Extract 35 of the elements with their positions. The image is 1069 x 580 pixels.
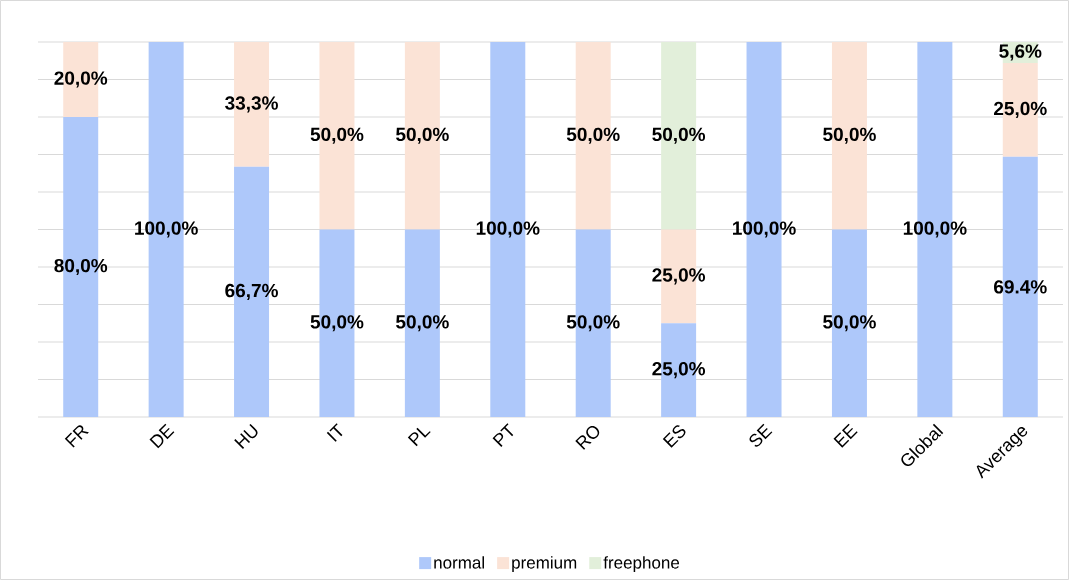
data-label: 100,0% bbox=[135, 221, 198, 238]
x-tick-label: ES bbox=[662, 425, 686, 448]
data-label: 50,0% bbox=[823, 315, 876, 332]
data-label: 25,0% bbox=[652, 268, 706, 285]
data-label: 50,0% bbox=[396, 315, 449, 332]
x-tick-label: PT bbox=[492, 423, 514, 447]
data-label: 50,0% bbox=[310, 315, 364, 332]
legend-label: freephone bbox=[603, 556, 680, 573]
data-label: 5,6% bbox=[999, 44, 1042, 61]
x-tick-label: EE bbox=[833, 423, 858, 448]
data-label: 100,0% bbox=[733, 221, 796, 238]
x-tick-label: SE bbox=[749, 423, 773, 447]
data-label: 50,0% bbox=[310, 127, 364, 144]
x-tick-label: PL bbox=[407, 427, 431, 447]
data-label: 50,0% bbox=[823, 127, 876, 144]
data-label: 100,0% bbox=[476, 221, 540, 238]
x-tick-label: IT bbox=[326, 423, 343, 442]
x-tick-label: FR bbox=[64, 425, 89, 448]
legend-label: normal bbox=[434, 556, 484, 569]
data-label: 33,3% bbox=[225, 96, 278, 113]
data-label: 66,7% bbox=[225, 283, 278, 301]
x-tick-label: RO bbox=[575, 425, 600, 450]
data-label: 69.4% bbox=[994, 280, 1047, 294]
data-label: 100,0% bbox=[903, 221, 967, 238]
legend-label: premium bbox=[512, 556, 577, 573]
data-label: 50,0% bbox=[566, 315, 620, 332]
data-label: 25,0% bbox=[652, 362, 706, 379]
data-label: 50,0% bbox=[566, 127, 620, 144]
data-label: 50,0% bbox=[396, 127, 449, 144]
data-label: 20,0% bbox=[54, 71, 108, 88]
data-label: 80,0% bbox=[54, 258, 108, 276]
data-label: 50,0% bbox=[652, 127, 706, 144]
x-tick-label: HU bbox=[234, 423, 258, 450]
x-tick-label: DE bbox=[149, 423, 175, 449]
data-label: 25,0% bbox=[994, 101, 1047, 118]
